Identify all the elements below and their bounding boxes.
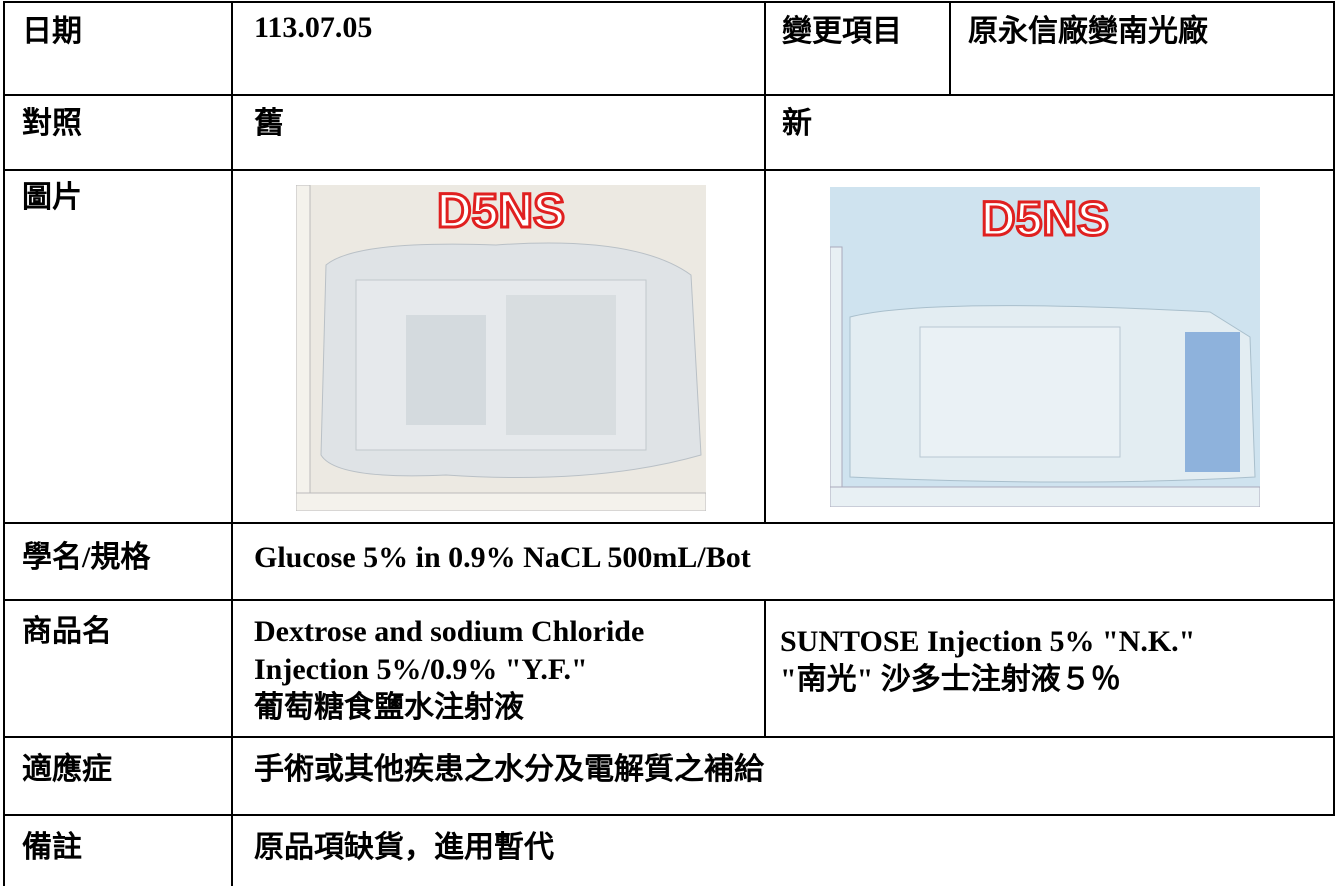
product-photo-new: D5NS [830, 187, 1260, 507]
cell-label: 備註 [22, 831, 82, 864]
cell-text: 新 [782, 107, 812, 140]
cell-text: "南光" 沙多士注射液５％ [780, 663, 1121, 696]
cell-label: 日期 [22, 15, 82, 48]
cell-label: 變更項目 [782, 15, 902, 48]
cell-label: 商品名 [22, 615, 112, 648]
cell-text: SUNTOSE Injection 5% "N.K." [780, 625, 1196, 658]
rule [3, 522, 1335, 524]
rule [3, 736, 1335, 738]
cell-text: 葡萄糖食鹽水注射液 [254, 691, 524, 724]
cell-label: 適應症 [22, 753, 112, 786]
cell-text: Injection 5%/0.9% "Y.F." [254, 653, 588, 686]
cell-text: 113.07.05 [254, 11, 373, 44]
rule [3, 1, 5, 886]
rule [3, 814, 1335, 816]
cell-text: 手術或其他疾患之水分及電解質之補給 [254, 753, 764, 786]
cell-text: 舊 [254, 107, 284, 140]
rule [764, 1, 766, 524]
cell-label: 圖片 [22, 181, 82, 214]
cell-text: 原品項缺貨，進用暫代 [254, 831, 554, 864]
cell-text: Dextrose and sodium Chloride [254, 615, 645, 648]
cell-label: 學名/規格 [22, 541, 151, 574]
cell-label: 對照 [22, 107, 82, 140]
rule [3, 94, 1335, 96]
rule [3, 599, 1335, 601]
product-photo-old: D5NS [296, 185, 706, 511]
cell-text: Glucose 5% in 0.9% NaCL 500mL/Bot [254, 541, 751, 574]
photo: D5NS [830, 187, 1260, 507]
rule [3, 169, 1335, 171]
photo-label: D5NS [437, 185, 565, 238]
rule [231, 1, 233, 886]
photo-label: D5NS [981, 193, 1109, 246]
cell-text: 原永信廠變南光廠 [968, 15, 1208, 48]
photo: D5NS [296, 185, 706, 511]
rule [3, 1, 1335, 3]
rule [764, 599, 766, 738]
rule [1333, 1, 1335, 816]
rule [949, 1, 951, 96]
